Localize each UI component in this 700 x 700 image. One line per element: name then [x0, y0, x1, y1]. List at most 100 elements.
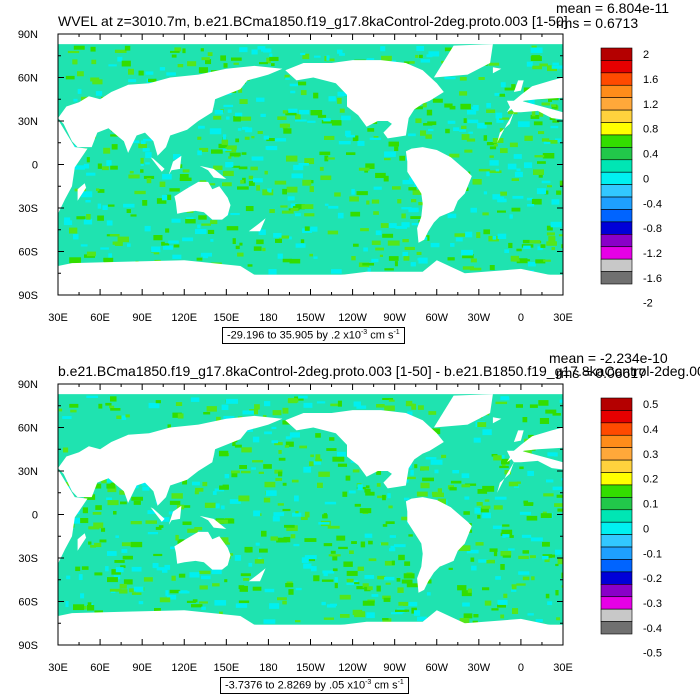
field-cell — [516, 248, 522, 252]
field-cell — [199, 585, 208, 590]
field-cell — [555, 138, 561, 143]
field-cell — [494, 496, 507, 500]
field-cell — [527, 470, 534, 476]
field-cell — [155, 526, 162, 530]
field-cell — [364, 533, 373, 538]
x-tick-label: 120E — [171, 662, 197, 674]
field-cell — [377, 575, 386, 580]
field-cell — [158, 525, 164, 528]
field-cell — [117, 236, 129, 243]
field-cell — [362, 583, 369, 588]
field-cell — [291, 173, 303, 179]
field-cell — [203, 412, 211, 415]
field-cell — [459, 618, 470, 624]
colorbar-swatch — [600, 459, 633, 473]
field-cell — [536, 188, 547, 195]
field-cell — [492, 194, 501, 200]
field-cell — [283, 128, 292, 134]
field-cell — [384, 268, 394, 271]
field-cell — [195, 487, 204, 492]
y-tick-label: 30N — [18, 466, 38, 478]
field-cell — [364, 488, 371, 493]
field-cell — [110, 590, 116, 593]
field-cell — [547, 185, 553, 188]
field-cell — [489, 160, 499, 166]
field-cell — [300, 239, 305, 244]
field-cell — [500, 191, 507, 196]
field-cell — [310, 454, 314, 458]
field-cell — [541, 180, 551, 184]
field-cell — [214, 600, 227, 606]
field-cell — [289, 83, 299, 87]
field-cell — [128, 68, 134, 75]
field-cell — [362, 263, 375, 266]
field-cell — [380, 223, 389, 228]
field-cell — [69, 403, 79, 408]
x-tick-label: 60E — [90, 312, 110, 324]
field-cell — [121, 415, 127, 420]
field-cell — [101, 166, 109, 171]
field-cell — [408, 133, 416, 137]
field-cell — [194, 490, 199, 495]
field-cell — [110, 408, 121, 411]
field-cell — [105, 402, 112, 406]
field-cell — [93, 522, 104, 529]
y-tick-label: 60N — [18, 423, 38, 435]
field-cell — [359, 508, 372, 514]
field-cell — [484, 122, 492, 125]
field-cell — [248, 181, 255, 186]
field-cell — [290, 207, 299, 212]
field-cell — [551, 65, 563, 69]
field-cell — [337, 212, 344, 219]
field-cell — [448, 567, 453, 570]
field-cell — [103, 257, 114, 262]
field-cell — [99, 539, 107, 543]
field-cell — [437, 488, 442, 494]
field-cell — [282, 600, 287, 605]
field-cell — [286, 186, 298, 193]
field-cell — [231, 472, 238, 478]
colorbar-swatch — [600, 484, 633, 498]
field-cell — [425, 579, 432, 584]
field-cell — [450, 480, 462, 484]
rms-label: rms = 0.06617 — [556, 365, 646, 381]
land-mask — [405, 147, 472, 243]
field-cell — [460, 103, 471, 110]
field-cell — [362, 600, 375, 606]
field-cell — [66, 575, 71, 580]
field-cell — [535, 259, 546, 264]
field-cell — [382, 494, 386, 501]
field-cell — [101, 478, 107, 484]
field-cell — [248, 562, 253, 567]
field-cell — [106, 160, 112, 166]
field-cell — [463, 118, 467, 124]
field-cell — [544, 190, 549, 195]
panel-title: b.e21.BCma1850.f19_g17.8kaControl-2deg.p… — [58, 363, 700, 379]
field-cell — [540, 244, 546, 248]
field-cell — [286, 525, 298, 532]
field-cell — [267, 145, 278, 151]
x-tick-label: 30E — [553, 312, 573, 324]
field-cell — [482, 212, 489, 216]
field-cell — [107, 204, 115, 207]
field-cell — [461, 484, 471, 488]
field-cell — [274, 180, 287, 185]
colorbar-label: 0 — [643, 173, 649, 185]
field-cell — [367, 268, 371, 272]
field-cell — [418, 202, 424, 206]
field-cell — [109, 588, 122, 592]
field-cell — [375, 172, 386, 179]
field-cell — [264, 170, 268, 175]
field-cell — [252, 436, 260, 443]
field-cell — [457, 585, 467, 591]
field-cell — [260, 113, 266, 118]
field-cell — [489, 155, 494, 158]
field-cell — [410, 216, 421, 220]
colorbar-label: 0 — [643, 523, 649, 535]
field-cell — [382, 618, 392, 624]
field-cell — [476, 232, 481, 239]
field-cell — [524, 162, 533, 169]
field-cell — [546, 479, 554, 483]
field-cell — [524, 135, 533, 141]
field-cell — [166, 194, 172, 201]
